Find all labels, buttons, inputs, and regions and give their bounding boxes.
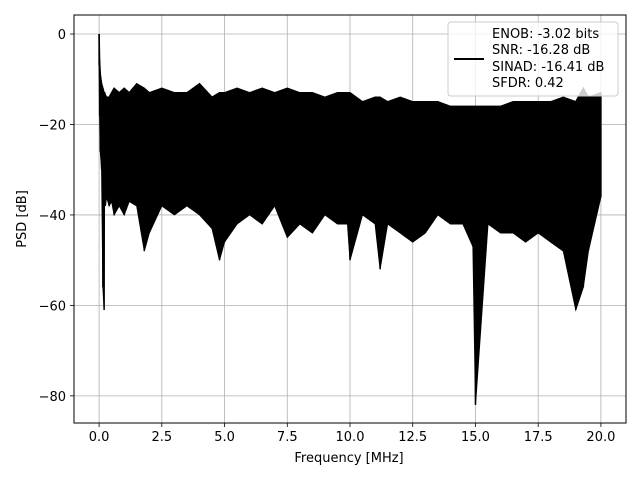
x-tick-label: 2.5 [151,430,172,445]
x-axis-ticks: 0.0 2.5 5.0 7.5 10.0 12.5 15.0 17.5 20.0 [89,423,615,445]
x-tick-label: 7.5 [277,430,298,445]
y-tick-label: −60 [39,299,66,314]
legend-box [447,21,619,97]
legend-line-sfdr: SFDR: 0.42 [492,76,564,91]
y-tick-label: −80 [39,390,66,405]
x-tick-label: 15.0 [461,430,490,445]
x-tick-label: 20.0 [586,430,615,445]
psd-spikes [98,33,602,405]
legend: ENOB: -3.02 bits SNR: -16.28 dB SINAD: -… [447,21,619,97]
x-tick-label: 5.0 [214,430,235,445]
x-tick-label: 0.0 [89,430,110,445]
legend-line-sinad: SINAD: -16.41 dB [492,60,604,75]
y-axis-label: PSD [dB] [15,190,30,248]
y-tick-label: 0 [58,28,66,43]
x-tick-label: 12.5 [398,430,427,445]
x-axis-label: Frequency [MHz] [294,451,403,466]
x-tick-label: 10.0 [336,430,365,445]
y-tick-label: −20 [39,118,66,133]
y-axis-ticks: 0 −20 −40 −60 −80 [39,28,74,405]
x-tick-label: 17.5 [524,430,553,445]
legend-line-snr: SNR: -16.28 dB [492,43,590,58]
y-tick-label: −40 [39,209,66,224]
legend-line-enob: ENOB: -3.02 bits [492,27,599,42]
